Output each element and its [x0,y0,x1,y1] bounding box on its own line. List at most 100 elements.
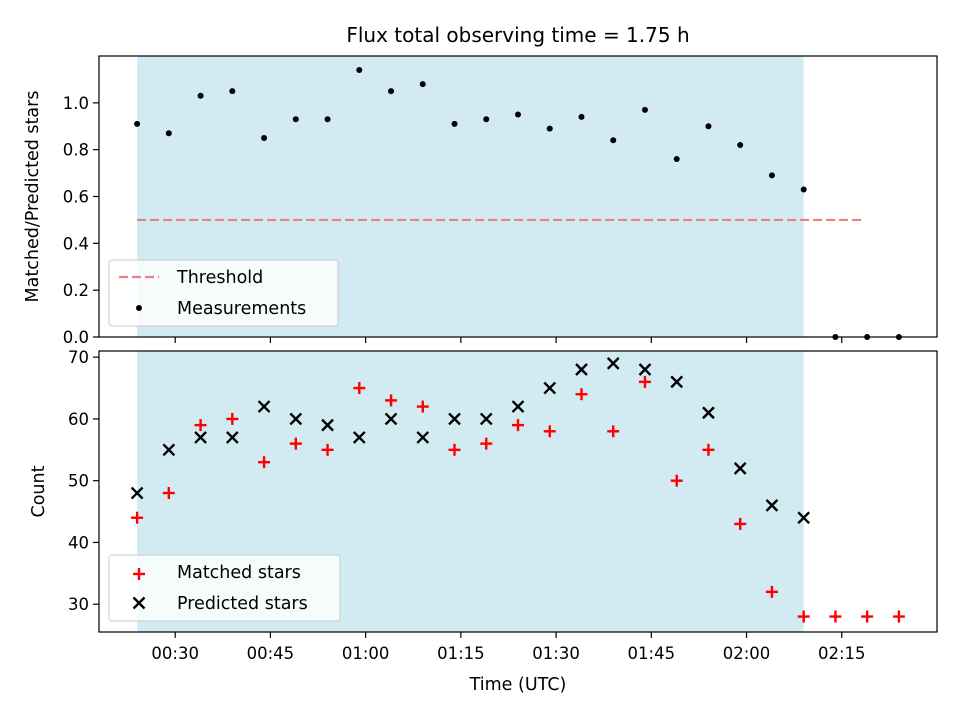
predicted-star-point [352,431,366,444]
matched-stars-points [131,375,905,623]
measurement-point [419,81,426,88]
measurement-point [261,134,268,141]
x-tick-label: 02:00 [723,644,771,663]
y-tick-label: 50 [68,472,89,491]
measurement-point [134,120,141,127]
y-tick-label: 0.0 [63,328,89,347]
matched-star-point [765,585,778,598]
predicted-star-point [479,412,493,426]
legend-predicted-swatch [132,596,146,610]
measurement-point [768,172,775,179]
measurement-point [610,137,617,144]
matched-star-point [448,443,461,456]
bottom-y-ticks: 30 40 50 60 70 [68,348,99,614]
measurement-points [134,67,902,340]
measurement-point [292,116,299,123]
measurement-point [578,113,585,120]
predicted-stars-points [130,357,811,525]
ratio-panel: 0.0 0.2 0.4 0.6 0.8 1.0 Flux total observing … [23,23,938,347]
predicted-star-point [194,431,207,444]
legend-matched-swatch [133,568,145,580]
measurement-point [673,156,680,163]
predicted-star-point [511,400,525,413]
measurement-point [356,67,363,74]
legend-predicted-label: Predicted stars [177,594,308,614]
y-tick-label: 0.4 [63,234,89,253]
matched-star-point [385,394,398,407]
predicted-star-point [606,357,620,370]
x-tick-label: 01:00 [342,644,390,663]
matched-star-point [575,388,588,401]
predicted-star-point [733,461,747,475]
y-tick-label: 30 [68,595,89,614]
predicted-star-point [416,431,430,444]
matched-star-point [670,474,683,487]
matched-star-point [607,425,620,438]
measurement-point [197,92,204,99]
matched-star-point [194,419,207,432]
matched-star-point [131,511,144,524]
y-tick-label: 0.6 [63,188,89,207]
y-tick-label: 1.0 [63,94,89,113]
predicted-star-point [384,412,398,426]
matched-star-point [289,437,302,450]
measurement-point [165,130,172,137]
predicted-star-point [797,511,811,525]
predicted-star-point [638,363,652,376]
measurement-point [800,186,807,193]
predicted-star-point [543,381,557,395]
bottom-legend-box [108,554,341,622]
top-legend: Threshold Measurements [108,259,339,327]
y-tick-label: 0.2 [63,281,89,300]
measurement-point [388,88,395,95]
matched-star-point [892,610,905,623]
predicted-star-point [702,406,715,420]
matched-star-point [226,412,239,425]
matched-star-point [162,487,175,500]
measurement-point [705,123,712,130]
x-tick-label: 02:15 [818,644,866,663]
matched-star-point [702,443,715,456]
predicted-star-point [670,375,684,389]
measurement-point [737,141,744,148]
measurement-point [641,106,648,113]
x-tick-label: 01:45 [628,644,676,663]
bottom-axes-frame [98,350,938,633]
predicted-star-point [225,431,239,444]
y-tick-label: 60 [68,410,89,429]
matched-star-point [353,382,366,395]
matched-star-point [480,437,493,450]
matched-star-point [258,456,271,469]
bottom-x-ticks: 00:30 00:45 01:00 01:15 01:30 01:45 02:00 02:15 [151,632,866,663]
y-tick-label: 0.8 [63,141,89,160]
predicted-star-point [575,363,588,376]
predicted-star-point [321,418,334,432]
matched-star-point [861,610,874,623]
matched-star-point [638,375,651,388]
measurement-point [546,125,553,132]
y-tick-label: 40 [68,533,89,552]
measurement-point [451,120,458,127]
legend-threshold-label: Threshold [176,268,263,288]
matched-star-point [829,610,842,623]
x-tick-label: 00:45 [247,644,295,663]
predicted-star-point [162,443,176,457]
matched-star-point [734,517,747,530]
legend-measurements-label: Measurements [177,299,306,319]
x-tick-label: 00:30 [151,644,199,663]
matched-star-point [512,419,524,432]
x-tick-label: 01:15 [437,644,485,663]
matched-star-point [321,443,334,456]
y-tick-label: 70 [68,348,89,367]
predicted-star-point [448,412,461,426]
matched-star-point [416,400,429,413]
measurement-point [229,88,236,95]
chart-title: Flux total observing time = 1.75 h [346,23,689,47]
measurement-point [515,111,521,118]
legend-predicted-marker [132,596,146,610]
x-axis-label: Time (UTC) [469,675,567,695]
top-y-ticks: 0.0 0.2 0.4 0.6 0.8 1.0 [63,94,99,347]
top-x-ticks [174,337,843,343]
bottom-legend: Matched stars Predicted stars [108,554,341,622]
